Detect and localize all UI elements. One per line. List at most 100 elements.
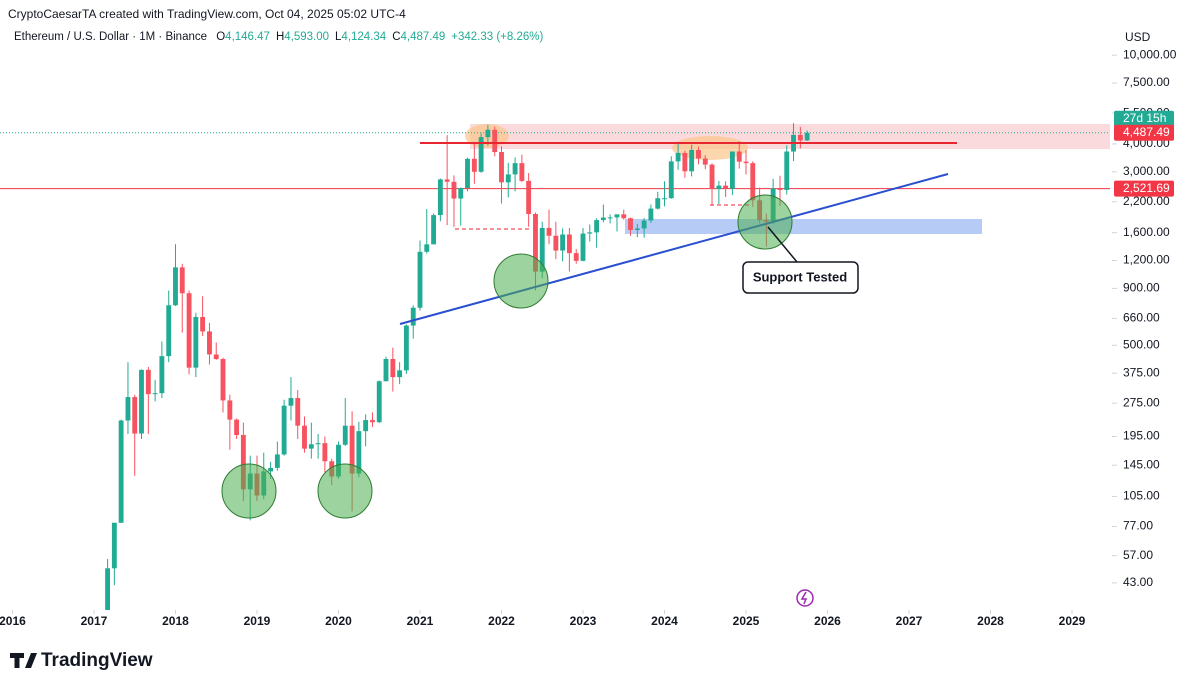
candle-body	[512, 163, 518, 175]
candle-body	[743, 161, 749, 164]
candle-body	[628, 218, 633, 230]
y-tick-label: 1,200.00	[1123, 253, 1170, 267]
x-tick-label: 2016	[0, 614, 26, 628]
candle-body	[526, 180, 532, 214]
candle-body	[729, 151, 735, 189]
brand: TradingView	[41, 650, 153, 671]
candle-body	[634, 228, 640, 230]
circle-marker	[737, 194, 793, 250]
candle-body	[105, 568, 111, 610]
x-tick-label: 2023	[570, 614, 597, 628]
candle-body	[431, 215, 437, 245]
candle-body	[417, 251, 423, 308]
circle-marker	[317, 463, 373, 519]
x-tick-label: 2028	[977, 614, 1004, 628]
candle-body	[505, 174, 511, 183]
candle-body	[240, 435, 246, 490]
candle-body	[539, 227, 545, 272]
candle-body	[471, 158, 477, 172]
candle-body	[723, 185, 729, 189]
candle-body	[132, 397, 138, 434]
candle-body	[451, 181, 457, 199]
x-tick-label: 2024	[651, 614, 678, 628]
candle-body	[125, 397, 131, 421]
candle-body	[641, 220, 647, 229]
candle-body	[566, 234, 572, 254]
candle-body	[336, 444, 341, 477]
candle-body	[668, 161, 674, 199]
y-tick-label: 105.00	[1123, 489, 1160, 503]
candle-body	[118, 420, 124, 523]
y-tick-label: 900.00	[1123, 281, 1160, 295]
candle-body	[193, 316, 199, 368]
symbol-legend: Ethereum / U.S. Dollar · 1M · Binance O4…	[14, 31, 543, 43]
last-price-text: 4,487.49	[1123, 125, 1170, 139]
candle-body	[383, 359, 389, 382]
candle-body	[349, 425, 355, 474]
countdown: 27d 15h	[1114, 110, 1174, 127]
candle-body	[594, 220, 600, 233]
countdown-box	[1114, 110, 1174, 127]
candle-body	[519, 163, 525, 181]
y-tick-label: 660.00	[1123, 311, 1160, 325]
candle-body	[662, 198, 667, 200]
x-tick-label: 2026	[814, 614, 841, 628]
last-price: 4,487.49	[1114, 124, 1174, 141]
candle-body	[444, 179, 450, 182]
candle-body	[397, 370, 403, 378]
candle-body	[342, 425, 348, 445]
candle-body	[478, 137, 484, 172]
y-tick-label: 375.00	[1123, 365, 1160, 379]
y-tick-label: 500.00	[1123, 337, 1160, 351]
field-key: H	[275, 31, 285, 43]
candle-body	[403, 325, 409, 371]
candle-body	[281, 405, 287, 455]
x-tick-label: 2025	[733, 614, 760, 628]
candle-body	[308, 444, 314, 449]
circle-marker	[493, 253, 549, 309]
resistance-zone	[470, 124, 1110, 149]
candle-body	[709, 164, 715, 190]
candle-body	[234, 419, 240, 436]
candle-body	[458, 188, 464, 199]
candle-body	[492, 129, 498, 152]
candle-body	[797, 134, 803, 141]
candle-body	[424, 244, 430, 252]
candle-body	[580, 233, 586, 261]
x-tick-label: 2020	[325, 614, 352, 628]
candle-body	[166, 305, 172, 357]
x-tick-label: 2027	[896, 614, 923, 628]
y-tick-label: 57.00	[1123, 548, 1153, 562]
level-price-box	[1114, 180, 1174, 197]
candle-body	[274, 454, 280, 468]
candle-body	[315, 443, 321, 445]
candle-body	[600, 217, 606, 221]
field-value: 4,487.49	[400, 31, 446, 43]
callout-text: Support Tested	[753, 269, 847, 284]
candle-body	[322, 443, 328, 462]
y-tick-label: 3,000.00	[1123, 164, 1170, 178]
candle-body	[376, 381, 382, 423]
candle-body	[716, 185, 722, 190]
attribution: CryptoCaesarTA created with TradingView.…	[8, 7, 406, 21]
x-tick-label: 2017	[81, 614, 108, 628]
candle-body	[152, 393, 158, 395]
candle-body	[139, 369, 144, 434]
candle-body	[295, 398, 301, 426]
candle-body	[370, 420, 375, 423]
x-tick-label: 2022	[488, 614, 515, 628]
candle-body	[207, 331, 212, 355]
candle-body	[390, 359, 396, 378]
candle-body	[750, 163, 756, 201]
candle-body	[696, 149, 701, 159]
candle-body	[111, 522, 117, 569]
x-tick-label: 2019	[244, 614, 271, 628]
candle-body	[200, 316, 206, 332]
candle-body	[288, 398, 294, 406]
currency: USD	[1125, 30, 1151, 44]
change: +342.33 (+8.26%)	[451, 31, 544, 43]
candle-body	[675, 152, 681, 162]
candle-body	[173, 267, 178, 306]
field-key: L	[335, 31, 342, 43]
